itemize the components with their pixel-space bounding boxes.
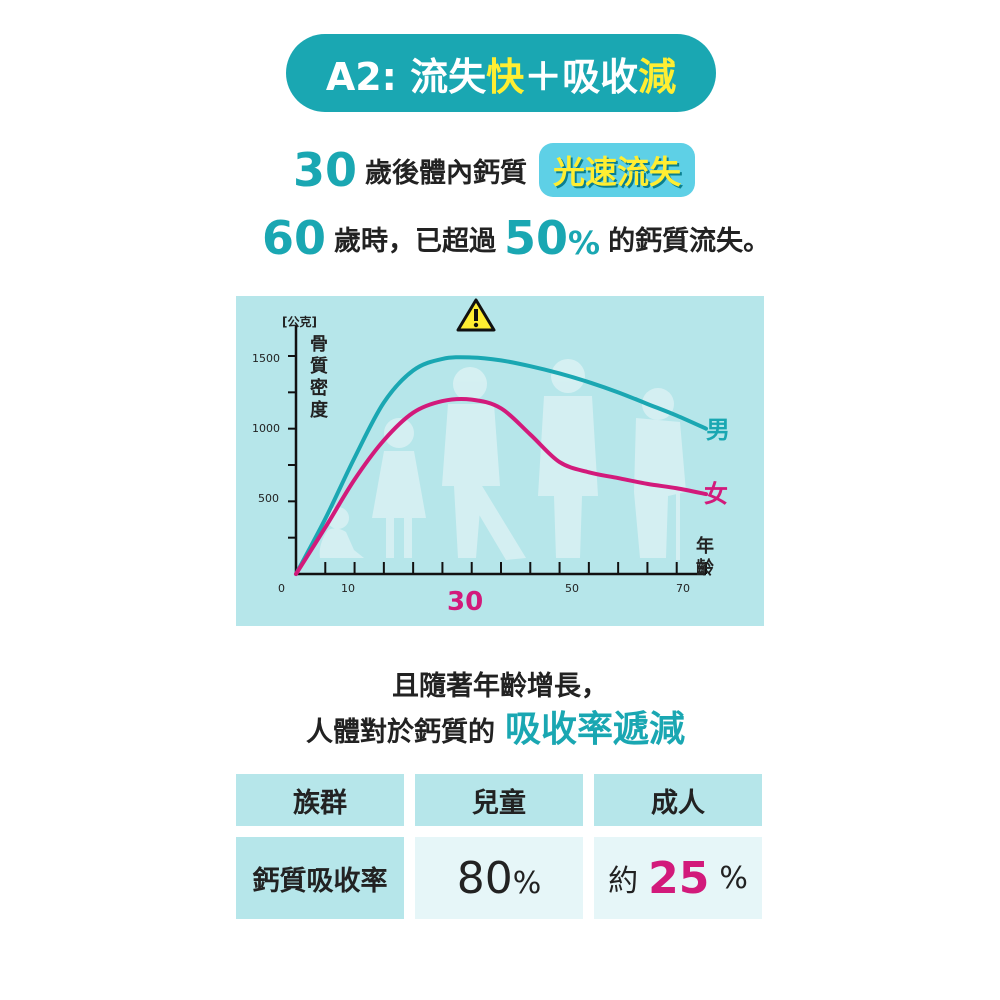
children-rate-number: 80 <box>456 852 513 904</box>
series-line-women <box>294 396 708 576</box>
title-reduce: 減 <box>638 54 677 99</box>
headline2-age: 60 <box>262 211 327 265</box>
series-line-men <box>294 355 708 576</box>
subtext-highlight: 吸收率遞減 <box>505 709 686 750</box>
table-cell-adult-rate: 約 25 % <box>594 837 762 919</box>
headline1-highlight: 光速流失 <box>539 143 696 197</box>
headline-line-2: 60 歲時，已超過 50% 的鈣質流失。 <box>262 208 778 268</box>
headline1-text: 歲後體內鈣質 <box>365 157 528 189</box>
y-axis-title-char-4: 度 <box>310 399 329 421</box>
title-pill: A2: 流失快＋吸收減 <box>286 34 716 112</box>
children-rate-value: 80% <box>457 853 542 904</box>
people-silhouettes <box>319 359 686 560</box>
bone-density-chart: [公克] 1500 1000 500 0 10 30 50 70 骨 質 密 度… <box>236 296 764 626</box>
table-cell-children-rate: 80% <box>415 837 583 919</box>
y-tick-label-1500: 1500 <box>252 352 280 365</box>
x-tick-label-70: 70 <box>676 582 690 595</box>
table-header-children: 兒童 <box>415 774 583 826</box>
headline2-percent-num: 50 <box>504 211 569 265</box>
children-rate-unit: % <box>512 865 542 901</box>
headline2-percent-sign: % <box>568 224 601 262</box>
y-axis-title-char-1: 骨 <box>310 334 328 355</box>
adult-rate-unit: % <box>719 860 748 896</box>
y-tick-label-1000: 1000 <box>252 422 280 435</box>
legend-label-women: 女 <box>704 480 728 508</box>
headline2-rest: 的鈣質流失。 <box>608 225 771 257</box>
title-prefix: A2: 流失 <box>325 54 487 99</box>
table-header-adults: 成人 <box>594 774 762 826</box>
headline2-percent: 50% <box>504 215 600 261</box>
x-tick-label-10: 10 <box>341 582 355 595</box>
y-tick-marks <box>288 355 296 539</box>
legend-label-men: 男 <box>706 416 730 444</box>
man-silhouette <box>442 367 526 560</box>
y-axis-title-char-2: 質 <box>310 355 328 377</box>
subtext-line-2: 人體對於鈣質的 吸收率遞減 <box>306 700 685 752</box>
x-tick-marks <box>324 562 707 574</box>
subtext-line-2-text: 人體對於鈣質的 <box>306 717 495 748</box>
y-unit-label: [公克] <box>282 314 317 329</box>
warning-icon <box>456 298 496 332</box>
title-plus: ＋吸收 <box>524 54 639 99</box>
headline-line-1: 30 歲後體內鈣質 光速流失 <box>293 140 696 200</box>
girl-silhouette <box>372 418 426 558</box>
adult-rate-number: 25 <box>648 852 710 904</box>
x-axis-title: 年 齡 <box>696 535 714 579</box>
subtext-line-1: 且隨著年齡增長， <box>392 671 608 702</box>
table-row-label: 鈣質吸收率 <box>236 837 404 919</box>
x-axis-title-char-1: 年 <box>696 535 714 557</box>
y-tick-label-500: 500 <box>258 492 279 505</box>
table-header-group: 族群 <box>236 774 404 826</box>
headline1-age: 30 <box>293 143 358 197</box>
title-fast: 快 <box>486 54 525 99</box>
y-axis-title: 骨 質 密 度 <box>310 334 329 421</box>
x-axis-title-char-2: 齡 <box>696 557 714 579</box>
x-tick-label-50: 50 <box>565 582 579 595</box>
y-axis-title-char-3: 密 <box>310 377 328 399</box>
adult-rate-prefix: 約 <box>608 864 639 899</box>
x-tick-label-0: 0 <box>278 582 285 595</box>
headline2-text: 歲時，已超過 <box>334 225 497 257</box>
x-tick-label-30: 30 <box>447 587 483 617</box>
